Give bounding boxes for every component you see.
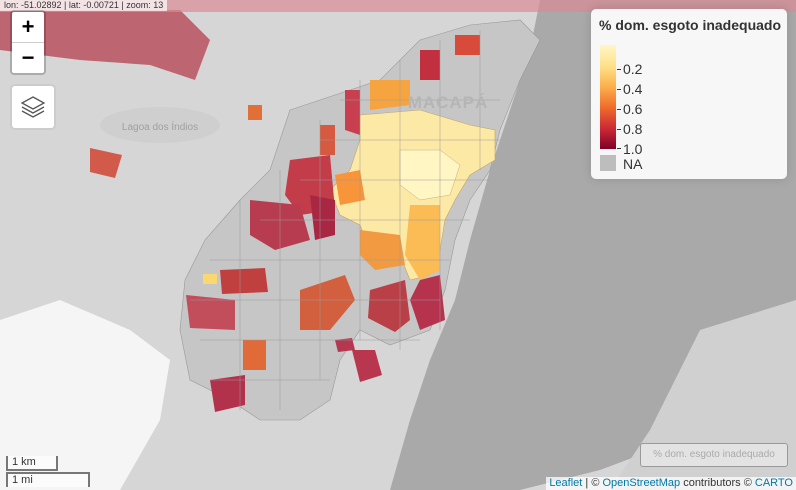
osm-link[interactable]: OpenStreetMap	[602, 477, 680, 489]
sector-yellow-small[interactable]	[203, 274, 217, 284]
leaflet-link[interactable]: Leaflet	[549, 477, 582, 489]
legend-color-bar	[600, 45, 616, 149]
legend-title: % dom. esgoto inadequado	[599, 17, 781, 33]
legend-tick-label: 0.8	[623, 122, 642, 136]
zoom-out-button[interactable]: −	[12, 43, 44, 73]
sector-west-orange[interactable]	[335, 170, 365, 205]
attribution: Leaflet | © OpenStreetMap contributors ©…	[546, 477, 796, 490]
layers-icon	[20, 94, 46, 120]
sector-red-18[interactable]	[248, 105, 262, 120]
legend-tick	[617, 148, 621, 149]
carto-link[interactable]: CARTO	[755, 477, 793, 489]
legend-na-swatch	[600, 155, 616, 171]
legend-tick-label: 0.6	[623, 102, 642, 116]
layer-toggle-button[interactable]: % dom. esgoto inadequado	[640, 443, 788, 467]
sector-north-orange[interactable]	[370, 80, 410, 110]
legend-tick	[617, 129, 621, 130]
city-label: MACAPÁ	[408, 93, 489, 112]
attribution-separator: | ©	[582, 477, 602, 489]
legend-tick-label: 0.2	[623, 62, 642, 76]
legend: % dom. esgoto inadequado 0.2 0.4 0.6 0.8…	[591, 9, 787, 179]
sector-red-7[interactable]	[455, 35, 480, 55]
zoom-control: + −	[10, 10, 46, 75]
sector-red-12[interactable]	[220, 268, 268, 294]
sector-red-6[interactable]	[420, 50, 440, 80]
scale-km: 1 km	[6, 456, 58, 471]
sector-red-4[interactable]	[345, 90, 360, 135]
legend-tick	[617, 69, 621, 70]
legend-na-label: NA	[623, 156, 642, 172]
attribution-text: contributors ©	[680, 477, 755, 489]
legend-tick	[617, 109, 621, 110]
legend-tick-label: 0.4	[623, 82, 642, 96]
legend-tick	[617, 89, 621, 90]
layers-button[interactable]	[10, 84, 56, 130]
zoom-in-button[interactable]: +	[12, 12, 44, 43]
sector-red-13[interactable]	[243, 340, 266, 370]
scale-mi: 1 mi	[6, 472, 90, 487]
lagoon-label: Lagoa dos Índios	[122, 120, 198, 133]
legend-tick-label: 1.0	[623, 142, 642, 156]
